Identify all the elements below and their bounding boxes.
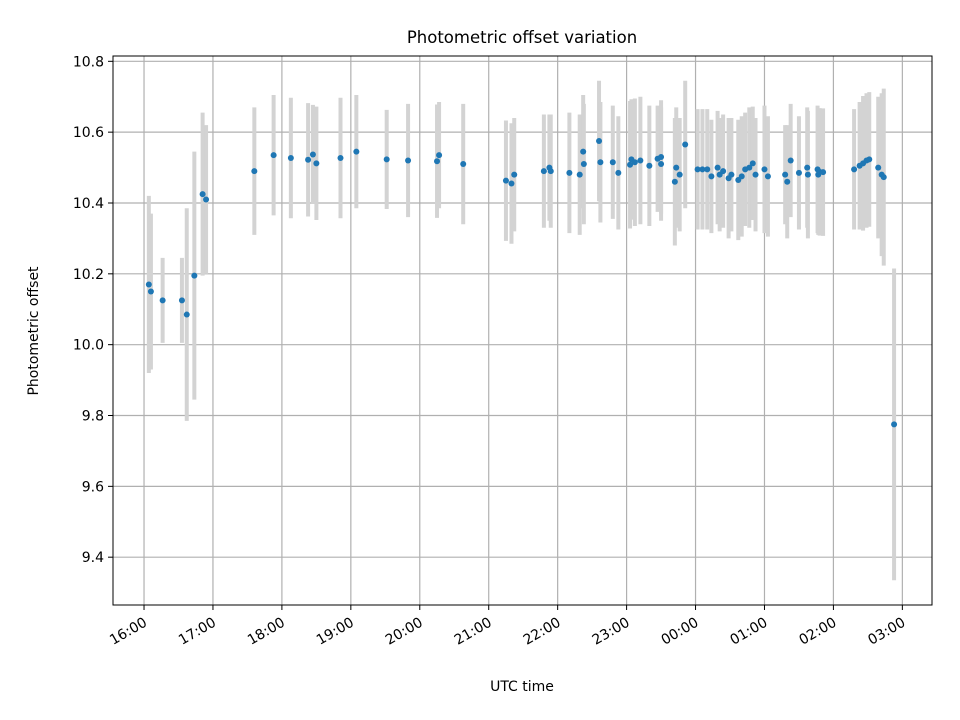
data-point — [405, 157, 412, 164]
data-point — [699, 166, 706, 173]
data-point — [728, 171, 735, 178]
x-axis-ticks: 16:00 17:00 18:00 19:00 20:00 21:00 22:00 23:00… — [107, 605, 908, 649]
x-tick-label: 21:00 — [452, 615, 495, 649]
data-point — [627, 161, 634, 168]
data-point — [183, 311, 190, 318]
data-point — [875, 164, 882, 171]
data-point — [752, 171, 759, 178]
x-tick-label: 19:00 — [314, 615, 357, 649]
x-tick-label: 17:00 — [176, 615, 219, 649]
x-tick-label: 02:00 — [796, 615, 839, 649]
data-point — [714, 164, 721, 171]
data-point — [547, 168, 554, 175]
x-tick-label: 22:00 — [521, 615, 564, 649]
y-axis-label: Photometric offset — [26, 266, 42, 396]
data-point — [637, 157, 644, 164]
data-point — [145, 281, 152, 288]
data-point — [804, 164, 811, 171]
x-tick-label: 00:00 — [659, 615, 702, 649]
data-point — [511, 171, 518, 178]
data-point — [305, 156, 312, 163]
data-point — [508, 180, 515, 187]
data-point — [891, 421, 898, 428]
y-tick-label: 10.2 — [73, 267, 104, 283]
data-point — [309, 151, 316, 158]
data-point — [178, 297, 185, 304]
data-point — [782, 171, 789, 178]
y-tick-label: 10.8 — [73, 54, 104, 70]
data-point — [761, 166, 768, 173]
data-point — [694, 166, 701, 173]
data-point — [566, 169, 573, 176]
x-tick-label: 20:00 — [383, 615, 426, 649]
data-point — [580, 161, 587, 168]
data-point — [502, 177, 509, 184]
data-point — [596, 138, 603, 145]
data-point — [436, 152, 443, 159]
data-point — [203, 196, 210, 203]
data-point — [383, 156, 390, 163]
data-point — [646, 162, 653, 169]
y-tick-label: 10.0 — [73, 338, 104, 354]
x-tick-label: 03:00 — [865, 615, 908, 649]
data-point — [820, 169, 827, 176]
data-point — [540, 168, 547, 175]
data-point — [746, 164, 753, 171]
data-point — [708, 173, 715, 180]
errorbars — [146, 80, 897, 581]
x-tick-label: 18:00 — [245, 615, 288, 649]
data-point — [631, 159, 638, 166]
data-point — [270, 152, 277, 159]
y-tick-label: 10.4 — [73, 196, 104, 212]
data-point — [337, 155, 344, 162]
data-point — [787, 157, 794, 164]
data-point — [460, 161, 467, 168]
data-point — [749, 160, 756, 167]
data-point — [676, 171, 683, 178]
plot-frame — [112, 55, 933, 606]
data-point — [658, 161, 665, 168]
data-point — [147, 288, 154, 295]
x-tick-label: 16:00 — [107, 615, 150, 649]
data-point — [682, 141, 689, 148]
data-point — [738, 173, 745, 180]
data-point — [251, 168, 258, 175]
data-point — [880, 174, 887, 181]
data-point — [615, 169, 622, 176]
data-point — [597, 159, 604, 166]
data-point — [658, 153, 665, 160]
data-point — [287, 155, 294, 162]
data-point — [353, 148, 360, 155]
data-point — [609, 159, 616, 166]
chart-title: Photometric offset variation — [407, 28, 637, 47]
data-point — [580, 148, 587, 155]
data-point — [434, 158, 441, 165]
data-point — [866, 156, 873, 163]
data-point — [671, 178, 678, 185]
data-point — [576, 171, 583, 178]
data-point — [784, 178, 791, 185]
data-point — [704, 166, 711, 173]
y-tick-label: 9.6 — [82, 479, 104, 495]
data-point — [851, 166, 858, 173]
data-point — [159, 297, 166, 304]
data-point — [191, 272, 198, 279]
data-point — [795, 169, 802, 176]
x-axis-label: UTC time — [490, 679, 554, 695]
data-point — [720, 168, 727, 175]
x-tick-label: 01:00 — [728, 615, 771, 649]
y-tick-label: 9.8 — [82, 409, 104, 425]
data-point — [199, 191, 206, 198]
data-point — [313, 160, 320, 167]
data-point — [673, 164, 680, 171]
y-axis-ticks: 9.4 9.6 9.8 10.0 10.2 10.4 10.6 10.8 — [73, 54, 113, 566]
data-points — [145, 138, 898, 428]
y-tick-label: 10.6 — [73, 125, 104, 141]
data-point — [804, 171, 811, 178]
y-tick-label: 9.4 — [82, 550, 104, 566]
grid — [113, 56, 932, 605]
x-tick-label: 23:00 — [590, 615, 633, 649]
data-point — [764, 173, 771, 180]
